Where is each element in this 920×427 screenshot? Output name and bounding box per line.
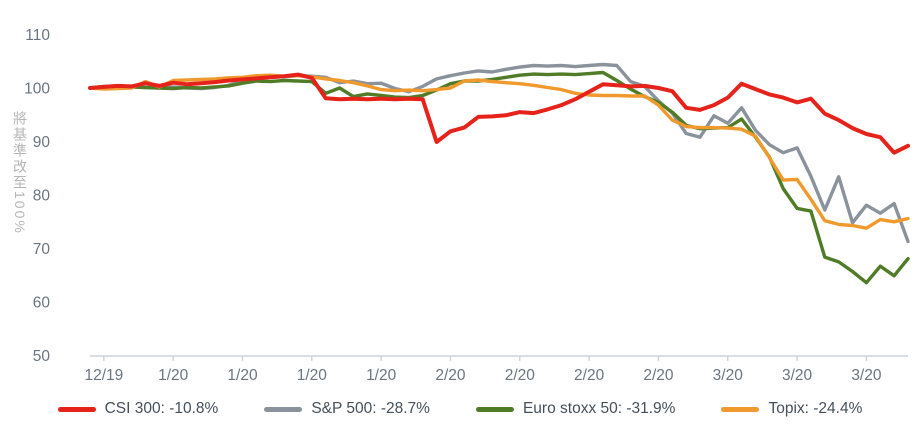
- x-tick-label-11: 3/20: [851, 367, 882, 384]
- series-line-csi-300: [88, 72, 910, 155]
- legend-label: S&P 500: -28.7%: [311, 400, 430, 417]
- x-tick-label-4: 1/20: [366, 367, 397, 384]
- x-tick-label-7: 2/20: [574, 367, 605, 384]
- y-tick-label-90: 90: [33, 134, 51, 151]
- legend-item-topix: Topix: -24.4%: [721, 400, 862, 418]
- legend-label: CSI 300: -10.8%: [104, 400, 219, 417]
- x-tick-label-9: 3/20: [713, 367, 744, 384]
- y-tick-label-60: 60: [33, 295, 51, 312]
- x-tick-label-6: 2/20: [505, 367, 536, 384]
- legend-item-euro-stoxx-50: Euro stoxx 50: -31.9%: [475, 400, 676, 418]
- x-tick-label-3: 1/20: [297, 367, 328, 384]
- x-tick-label-5: 2/20: [435, 367, 466, 384]
- y-tick-label-50: 50: [33, 348, 51, 365]
- legend-label: Euro stoxx 50: -31.9%: [522, 400, 676, 417]
- series-layer: [88, 62, 910, 285]
- y-tick-label-110: 110: [25, 27, 50, 44]
- x-tick-label-0: 12/19: [84, 367, 123, 384]
- legend-swatch-icon: [264, 406, 303, 412]
- y-tick-label-100: 100: [24, 81, 50, 98]
- x-tick-label-2: 1/20: [227, 367, 258, 384]
- axes-layer: 110 100 90 80 70 60 50 12/19 1/20 1/20 1/20 1/20 2/2…: [24, 27, 908, 384]
- line-chart-plot: 110 100 90 80 70 60 50 12/19 1/20 1/20 1/20 1/20 2/2…: [24, 27, 910, 384]
- legend-label: Topix: -24.4%: [768, 400, 863, 417]
- x-tick-label-1: 1/20: [158, 367, 189, 384]
- series-line-topix: [88, 73, 910, 230]
- legend-swatch-icon: [721, 406, 760, 412]
- x-tick-label-8: 2/20: [643, 367, 674, 384]
- y-axis-title: 將基準改至100%: [12, 111, 28, 235]
- legend-item-csi-300: CSI 300: -10.8%: [57, 400, 219, 418]
- series-line-euro-stoxx-50: [88, 70, 910, 285]
- y-tick-label-80: 80: [33, 188, 51, 205]
- legend-swatch-icon: [57, 406, 96, 412]
- chart-legend: CSI 300: -10.8% S&P 500: -28.7% Euro stoxx…: [0, 396, 920, 422]
- y-tick-label-70: 70: [33, 241, 51, 258]
- legend-item-s-p-500: S&P 500: -28.7%: [264, 400, 430, 418]
- series-line-s-p-500: [88, 62, 910, 244]
- x-tick-label-10: 3/20: [782, 367, 813, 384]
- legend-swatch-icon: [475, 406, 514, 412]
